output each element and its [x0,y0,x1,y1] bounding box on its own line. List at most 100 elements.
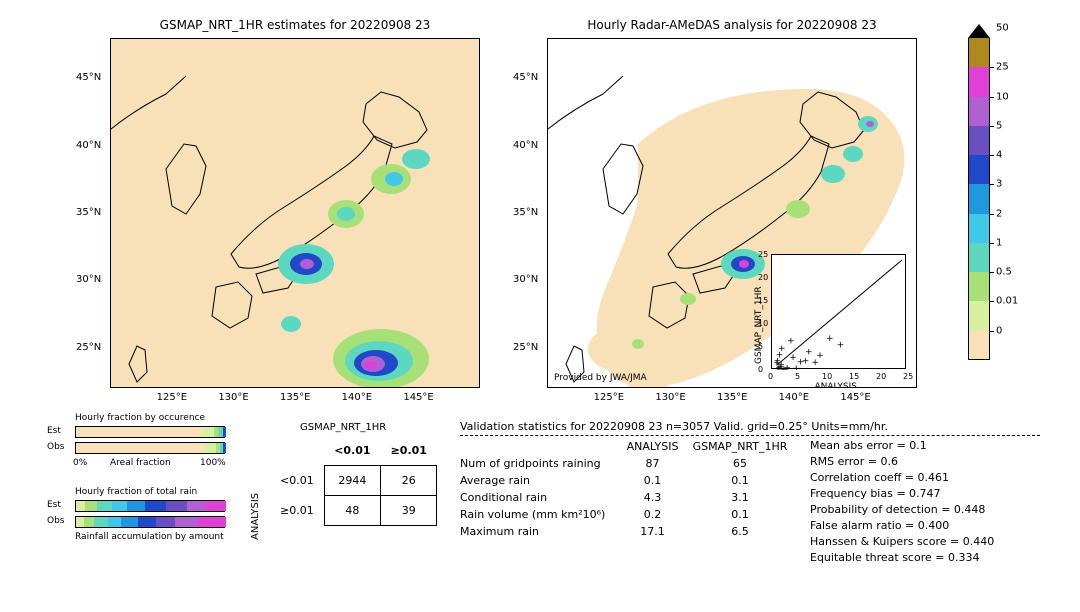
lon-tick-label: 135°E [717,392,747,403]
scatter-point: + [789,353,797,363]
frac-xmin: 0% [73,458,87,468]
scatter-point: + [793,364,801,370]
frac-segment [97,501,112,511]
inset-xtick: 10 [822,372,832,381]
colorbar-tick: 25 [996,62,1009,73]
stats-h2: GSMAP_NRT_1HR [690,438,790,455]
stats-metric-row: Correlation coeff = 0.461 [810,470,994,486]
stats-val-gsmap: 0.1 [690,506,790,523]
stats-row: Num of gridpoints raining8765 [460,455,790,472]
inset-xtick: 20 [876,372,886,381]
lon-tick-label: 140°E [342,392,372,403]
frac-segment [76,501,85,511]
lon-tick-label: 135°E [280,392,310,403]
frac-segment [156,517,176,527]
lat-tick-label: 30°N [513,274,538,285]
lat-tick-label: 45°N [76,72,101,83]
scatter-point: + [837,341,845,351]
colorbar-tick: 50 [996,23,1009,34]
stats-val-analysis: 17.1 [615,523,690,540]
ct-cell-01: 26 [381,466,437,496]
frac-segment [205,443,216,453]
colorbar-segment [968,97,990,126]
stats-val-analysis: 0.1 [615,472,690,489]
right-map-panel: Provided by JWA/JMA ++++++++++++++++++++… [547,38,917,388]
stats-row: Conditional rain4.33.1 [460,489,790,506]
frac-segment [166,501,187,511]
ct-cell-00: 2944 [324,466,380,496]
stats-row: Maximum rain17.16.5 [460,523,790,540]
colorbar-tick-mark [990,126,994,127]
stats-val-gsmap: 0.1 [690,472,790,489]
colorbar-tick: 5 [996,120,1002,131]
colorbar-tick: 10 [996,91,1009,102]
frac-bar [75,516,225,528]
colorbar-tick: 2 [996,208,1002,219]
colorbar: 502510543210.50.010 [968,38,1028,388]
frac-segment [187,501,205,511]
scatter-point: + [778,344,786,354]
stats-h1: ANALYSIS [615,438,690,455]
colorbar-tick-mark [990,331,994,332]
colorbar-tick-mark [990,272,994,273]
frac-segment [76,443,205,453]
frac-row-label: Obs [47,516,65,526]
stats-label: Num of gridpoints raining [460,455,615,472]
scatter-inset: ++++++++++++++++++++ 0055101015152020252… [771,254,906,369]
stats-metric-row: Hanssen & Kuipers score = 0.440 [810,534,994,550]
colorbar-segment [968,184,990,213]
frac-xlabel: Areal fraction [110,458,171,468]
stats-title: Validation statistics for 20220908 23 n=… [460,420,1040,433]
inset-xtick: 0 [768,372,773,381]
lon-tick-label: 130°E [218,392,248,403]
colorbar-segment [968,155,990,184]
frac-segment [121,517,138,527]
colorbar-segment [968,272,990,301]
frac-segment [127,501,145,511]
stats-val-analysis: 87 [615,455,690,472]
stats-row: Average rain0.10.1 [460,472,790,489]
stats-val-gsmap: 6.5 [690,523,790,540]
frac-bar [75,500,225,512]
left-map-svg [111,39,480,388]
hf-rain-title: Hourly fraction of total rain [75,487,197,497]
lat-tick-label: 25°N [76,342,101,353]
frac-segment [112,501,127,511]
lat-tick-label: 40°N [513,140,538,151]
colorbar-segment [968,126,990,155]
stats-label: Maximum rain [460,523,615,540]
right-map-title: Hourly Radar-AMeDAS analysis for 2022090… [547,18,917,32]
inset-ytick: 0 [758,365,763,374]
scatter-point: + [775,364,783,370]
stats-block: Validation statistics for 20220908 23 n=… [460,420,1040,566]
stats-label: Conditional rain [460,489,615,506]
scatter-point: + [802,356,810,366]
inset-xlabel: ANALYSIS [815,382,857,388]
colorbar-segment [968,301,990,330]
frac-xlabel: Rainfall accumulation by amount [75,532,224,542]
colorbar-tick-mark [990,155,994,156]
frac-xmax: 100% [200,458,226,468]
lon-tick-label: 125°E [594,392,624,403]
colorbar-tick-mark [990,243,994,244]
stats-val-analysis: 4.3 [615,489,690,506]
colorbar-tick: 0.01 [996,296,1018,307]
lat-tick-label: 45°N [513,72,538,83]
stats-metric-row: RMS error = 0.6 [810,454,994,470]
left-map-title: GSMAP_NRT_1HR estimates for 20220908 23 [110,18,480,32]
frac-bar [75,442,225,454]
stats-label: Average rain [460,472,615,489]
colorbar-tick-mark [990,184,994,185]
stats-row: Rain volume (mm km²10⁶)0.20.1 [460,506,790,523]
stats-metric-row: False alarm ratio = 0.400 [810,518,994,534]
lat-tick-label: 25°N [513,342,538,353]
stats-val-gsmap: 65 [690,455,790,472]
stats-metric-row: Probability of detection = 0.448 [810,502,994,518]
colorbar-tick: 4 [996,150,1002,161]
colorbar-segment [968,38,990,67]
colorbar-segment [968,214,990,243]
colorbar-arrow [968,24,990,38]
frac-segment [205,501,226,511]
frac-segment [94,517,108,527]
ct-cell-11: 39 [381,496,437,526]
